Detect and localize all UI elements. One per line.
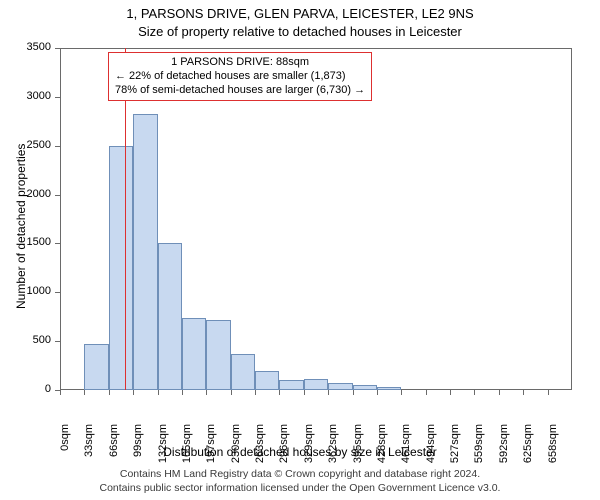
y-tick-label: 2000 xyxy=(0,188,51,200)
x-tick-mark xyxy=(182,390,183,395)
x-tick-mark xyxy=(353,390,354,395)
y-tick-mark xyxy=(55,97,60,98)
title-line-2: Size of property relative to detached ho… xyxy=(0,24,600,39)
y-axis-label: Number of detached properties xyxy=(14,144,28,309)
x-tick-mark xyxy=(109,390,110,395)
x-tick-mark xyxy=(401,390,402,395)
x-tick-mark xyxy=(255,390,256,395)
x-tick-mark xyxy=(426,390,427,395)
x-tick-label: 0sqm xyxy=(59,424,71,474)
x-tick-label: 165sqm xyxy=(181,424,193,474)
x-tick-mark xyxy=(158,390,159,395)
y-tick-mark xyxy=(55,341,60,342)
x-tick-label: 494sqm xyxy=(425,424,437,474)
histogram-bar xyxy=(206,320,230,390)
histogram-bar xyxy=(231,354,255,390)
x-tick-mark xyxy=(84,390,85,395)
x-tick-label: 263sqm xyxy=(254,424,266,474)
y-tick-mark xyxy=(55,292,60,293)
x-tick-label: 625sqm xyxy=(522,424,534,474)
histogram-bar xyxy=(255,371,279,390)
x-tick-label: 329sqm xyxy=(303,424,315,474)
histogram-bar xyxy=(133,114,157,390)
x-tick-mark xyxy=(450,390,451,395)
histogram-bar xyxy=(304,379,328,390)
x-tick-label: 428sqm xyxy=(376,424,388,474)
x-tick-mark xyxy=(279,390,280,395)
histogram-bar xyxy=(182,318,206,390)
x-tick-label: 461sqm xyxy=(400,424,412,474)
histogram-bar xyxy=(109,146,133,390)
histogram-bar xyxy=(158,243,182,390)
x-tick-mark xyxy=(377,390,378,395)
x-tick-label: 296sqm xyxy=(278,424,290,474)
x-tick-mark xyxy=(499,390,500,395)
annotation-box: 1 PARSONS DRIVE: 88sqm← 22% of detached … xyxy=(108,52,372,101)
x-tick-mark xyxy=(231,390,232,395)
y-tick-label: 1500 xyxy=(0,236,51,248)
histogram-bar xyxy=(84,344,108,390)
annotation-line: 78% of semi-detached houses are larger (… xyxy=(115,84,365,98)
title-line-1: 1, PARSONS DRIVE, GLEN PARVA, LEICESTER,… xyxy=(0,6,600,21)
x-tick-mark xyxy=(474,390,475,395)
x-tick-mark xyxy=(523,390,524,395)
y-tick-mark xyxy=(55,48,60,49)
x-tick-label: 33sqm xyxy=(83,424,95,474)
x-tick-label: 132sqm xyxy=(157,424,169,474)
y-tick-label: 3500 xyxy=(0,41,51,53)
y-tick-label: 0 xyxy=(0,383,51,395)
x-tick-mark xyxy=(328,390,329,395)
annotation-line: ← 22% of detached houses are smaller (1,… xyxy=(115,70,365,84)
y-tick-label: 1000 xyxy=(0,285,51,297)
x-tick-label: 395sqm xyxy=(352,424,364,474)
x-tick-label: 66sqm xyxy=(108,424,120,474)
x-tick-mark xyxy=(206,390,207,395)
y-tick-label: 3000 xyxy=(0,90,51,102)
histogram-bar xyxy=(353,385,377,390)
footer-line-2: Contains public sector information licen… xyxy=(0,482,600,496)
x-tick-label: 362sqm xyxy=(327,424,339,474)
y-tick-label: 2500 xyxy=(0,139,51,151)
y-tick-mark xyxy=(55,243,60,244)
y-tick-label: 500 xyxy=(0,334,51,346)
x-tick-mark xyxy=(304,390,305,395)
y-tick-mark xyxy=(55,146,60,147)
x-tick-mark xyxy=(548,390,549,395)
histogram-bar xyxy=(279,380,303,390)
x-tick-label: 559sqm xyxy=(473,424,485,474)
histogram-bar xyxy=(328,383,352,390)
x-tick-label: 658sqm xyxy=(547,424,559,474)
y-tick-mark xyxy=(55,195,60,196)
x-tick-label: 230sqm xyxy=(230,424,242,474)
x-tick-mark xyxy=(60,390,61,395)
annotation-line: 1 PARSONS DRIVE: 88sqm xyxy=(115,56,365,70)
x-tick-label: 99sqm xyxy=(132,424,144,474)
x-tick-label: 592sqm xyxy=(498,424,510,474)
x-tick-label: 197sqm xyxy=(205,424,217,474)
x-tick-label: 527sqm xyxy=(449,424,461,474)
x-tick-mark xyxy=(133,390,134,395)
histogram-bar xyxy=(377,387,401,390)
